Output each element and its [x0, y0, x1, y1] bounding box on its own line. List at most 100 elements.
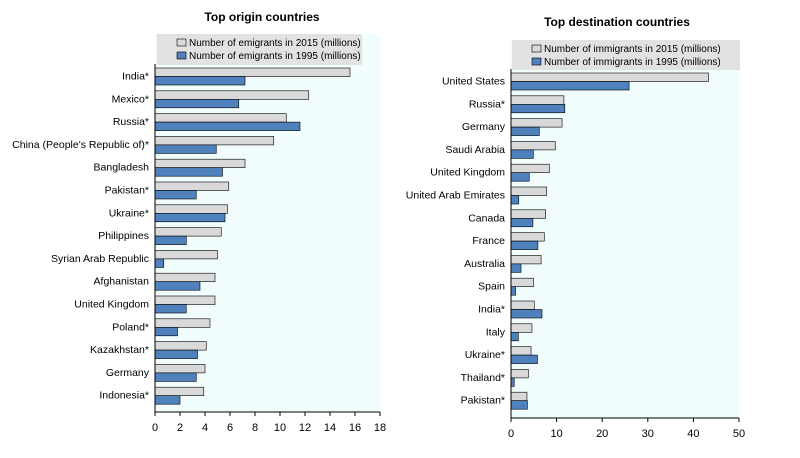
category-label: Kazakhstan* — [90, 344, 149, 356]
x-tick-label: 10 — [274, 422, 286, 434]
x-tick-label: 30 — [642, 428, 654, 440]
bar-1995 — [510, 126, 540, 136]
legend-label: Number of immigrants in 1995 (millions) — [544, 57, 721, 68]
bar-2015 — [510, 141, 556, 151]
bar-2015 — [510, 95, 565, 105]
bar-2015 — [510, 346, 532, 356]
chart-panel-1: Top origin countries Number of emigrants … — [12, 10, 386, 434]
bar-1995 — [510, 218, 534, 228]
bar-2015 — [154, 295, 216, 305]
bar-1995 — [510, 286, 516, 296]
category-label: Afghanistan — [94, 276, 150, 288]
category-label: Indonesia* — [99, 390, 149, 402]
category-label: Bangladesh — [94, 162, 150, 174]
bar-1995 — [154, 304, 187, 314]
chart-title: Top destination countries — [544, 15, 690, 29]
x-tick-label: 50 — [733, 428, 745, 440]
chart-panel-2: Top destination countries Number of immig… — [406, 15, 745, 440]
category-label: India* — [478, 304, 505, 316]
bar-1995 — [510, 309, 543, 319]
category-label: Ukraine* — [465, 349, 505, 361]
bar-1995 — [154, 326, 178, 337]
x-tick-label: 10 — [550, 428, 562, 440]
bar-2015 — [154, 204, 228, 214]
category-label: Pakistan* — [461, 395, 505, 407]
bar-1995 — [154, 99, 240, 109]
category-label: Germany — [106, 367, 150, 379]
category-label: Saudi Arabia — [445, 144, 505, 156]
legend-box — [157, 34, 362, 65]
category-label: Russia* — [113, 116, 149, 128]
x-tick-label: 16 — [349, 422, 361, 434]
bar-1995 — [510, 240, 539, 250]
bar-2015 — [154, 364, 206, 374]
bar-1995 — [510, 172, 530, 182]
category-label: Australia — [464, 258, 505, 270]
category-label: Pakistan* — [105, 185, 149, 197]
bar-2015 — [510, 72, 709, 82]
bar-1995 — [154, 349, 198, 359]
bar-2015 — [154, 113, 287, 123]
category-label: Mexico* — [112, 93, 149, 105]
bar-1995 — [154, 281, 201, 291]
x-tick-label: 8 — [252, 422, 258, 434]
legend-box — [512, 40, 740, 70]
category-label: Spain — [478, 281, 505, 293]
bar-1995 — [154, 167, 223, 177]
category-label: Italy — [486, 326, 506, 338]
bar-1995 — [154, 235, 187, 245]
legend-swatch — [531, 44, 542, 53]
bar-1995 — [154, 213, 226, 223]
category-label: Poland* — [112, 321, 149, 333]
bar-2015 — [154, 386, 205, 397]
legend-swatch — [176, 38, 187, 47]
legend-label: Number of emigrants in 2015 (millions) — [189, 38, 361, 49]
bar-1995 — [154, 144, 217, 154]
category-label: Russia* — [469, 98, 505, 110]
bar-1995 — [510, 149, 534, 159]
bar-1995 — [154, 76, 246, 86]
bar-2015 — [154, 90, 310, 100]
bar-2015 — [510, 369, 529, 379]
category-label: Syrian Arab Republic — [51, 253, 149, 265]
category-label: Philippines — [98, 230, 149, 242]
category-label: Thailand* — [461, 372, 505, 384]
bar-1995 — [154, 258, 165, 268]
bar-1995 — [510, 81, 630, 91]
x-tick-label: 12 — [299, 422, 311, 434]
bar-2015 — [154, 318, 211, 328]
category-label: Germany — [462, 121, 506, 133]
bar-1995 — [154, 395, 181, 405]
bar-1995 — [510, 331, 519, 342]
legend-label: Number of immigrants in 2015 (millions) — [544, 44, 721, 55]
category-label: France — [472, 235, 505, 247]
x-tick-label: 2 — [177, 422, 183, 434]
legend-swatch — [176, 51, 187, 60]
bar-2015 — [154, 250, 218, 260]
bar-2015 — [510, 391, 528, 402]
bar-2015 — [510, 255, 542, 265]
x-tick-label: 0 — [152, 422, 158, 434]
bar-2015 — [154, 341, 207, 351]
bar-2015 — [154, 272, 216, 283]
category-label: India* — [122, 71, 149, 83]
bar-2015 — [510, 209, 546, 219]
bar-2015 — [510, 323, 533, 333]
x-tick-label: 18 — [374, 422, 386, 434]
bar-1995 — [510, 400, 528, 410]
bar-2015 — [510, 118, 563, 128]
legend-label: Number of emigrants in 1995 (millions) — [189, 51, 361, 62]
bar-2015 — [154, 181, 230, 191]
bar-2015 — [510, 163, 550, 173]
chart-title: Top origin countries — [204, 10, 319, 24]
category-label: United States — [442, 76, 505, 88]
bar-1995 — [510, 354, 538, 364]
bar-2015 — [510, 232, 545, 242]
bar-1995 — [154, 190, 197, 200]
x-tick-label: 40 — [687, 428, 699, 440]
x-tick-label: 0 — [508, 428, 514, 440]
bar-1995 — [154, 372, 197, 382]
bar-2015 — [510, 186, 547, 196]
bar-1995 — [510, 195, 520, 205]
